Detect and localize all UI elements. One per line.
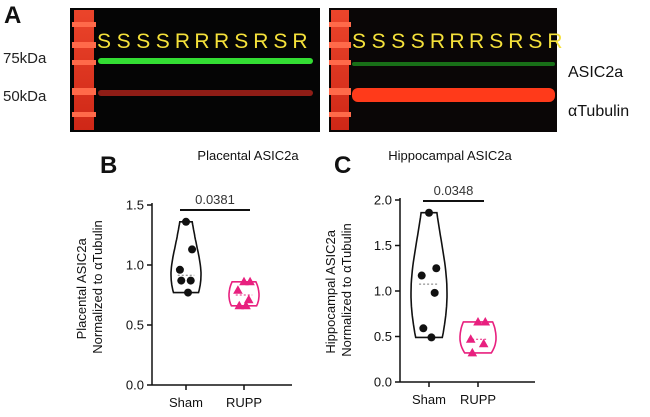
- data-point: [233, 285, 243, 294]
- data-point: [427, 333, 436, 342]
- y-tick-label: 0.5: [126, 318, 144, 333]
- lane-label: S: [352, 30, 366, 53]
- data-point: [419, 324, 428, 333]
- y-axis-label-line-1: Placental ASIC2a: [74, 237, 89, 339]
- ladder-right: [329, 10, 351, 130]
- violin-outline: [170, 221, 202, 294]
- data-point: [473, 316, 483, 326]
- data-point: [243, 294, 254, 304]
- x-tick-label: RUPP: [226, 395, 262, 410]
- lane-label: R: [547, 30, 562, 53]
- data-point: [239, 276, 249, 286]
- data-point: [177, 276, 186, 285]
- lane-label: S: [117, 30, 131, 53]
- data-point: [432, 264, 441, 273]
- lane-label: S: [528, 30, 542, 53]
- lane-label: R: [175, 30, 190, 53]
- data-point: [478, 338, 489, 348]
- y-tick-label: 1.0: [374, 284, 392, 299]
- chart-hippocampal: Hippocampal ASIC2a Hippocampal ASIC2a No…: [323, 148, 535, 407]
- data-point: [175, 265, 184, 274]
- data-point: [430, 288, 439, 297]
- violin-outline: [228, 281, 260, 307]
- y-tick-label: 1.0: [126, 258, 144, 273]
- blot-right-background: [329, 8, 557, 132]
- lane-label: S: [273, 30, 287, 53]
- data-point: [245, 276, 255, 286]
- y-axis-label-line-1: Hippocampal ASIC2a: [323, 229, 338, 353]
- lane-label: R: [430, 30, 445, 53]
- lane-label: S: [411, 30, 425, 53]
- y-tick-label: 0.5: [374, 329, 392, 344]
- band-label-asic2a: ASIC2a: [568, 64, 624, 81]
- data-point: [241, 300, 251, 310]
- lane-label: S: [372, 30, 386, 53]
- chart-title: Placental ASIC2a: [197, 148, 299, 163]
- y-axis-label-line-2: Normalized to αTubulin: [339, 223, 354, 356]
- data-point: [184, 288, 193, 297]
- data-point: [234, 300, 245, 310]
- y-tick-label: 0.0: [374, 375, 392, 390]
- x-tick-label: Sham: [412, 392, 446, 407]
- ladder-left: [72, 10, 96, 130]
- mw-marker-75: 75kDa: [3, 50, 47, 67]
- lane-label: S: [489, 30, 503, 53]
- lane-label: R: [469, 30, 484, 53]
- y-tick-label: 0.0: [126, 378, 144, 393]
- tubulin-band-left: [98, 90, 313, 96]
- y-axis-label: Hippocampal ASIC2a Normalized to αTubuli…: [323, 223, 354, 356]
- lane-label: R: [449, 30, 464, 53]
- x-tick-label: Sham: [169, 395, 203, 410]
- lane-label: R: [253, 30, 268, 53]
- p-value-label: 0.0381: [195, 192, 235, 207]
- asic2a-band-left: [98, 58, 313, 64]
- data-point: [188, 245, 197, 254]
- lane-label: R: [508, 30, 523, 53]
- asic2a-band-right: [352, 62, 555, 66]
- blot-left-background: [70, 8, 320, 132]
- lane-label: R: [194, 30, 209, 53]
- tubulin-band-right: [352, 88, 555, 102]
- y-tick-label: 1.5: [374, 238, 392, 253]
- panel-letter-a: A: [4, 2, 22, 29]
- band-label-tubulin: αTubulin: [568, 103, 630, 120]
- lane-label: S: [156, 30, 170, 53]
- y-axis-label-line-2: Normalized to αTubulin: [90, 220, 105, 353]
- chart-title: Hippocampal ASIC2a: [388, 148, 512, 163]
- lane-label: S: [136, 30, 150, 53]
- data-point: [417, 271, 426, 280]
- violin-outline: [410, 211, 448, 339]
- violin-outline: [459, 321, 497, 354]
- y-tick-label: 2.0: [374, 193, 392, 208]
- x-tick-label: RUPP: [460, 392, 496, 407]
- lane-label: R: [214, 30, 229, 53]
- lane-label: S: [97, 30, 111, 53]
- mw-marker-50: 50kDa: [3, 88, 47, 105]
- data-point: [186, 276, 195, 285]
- data-point: [182, 217, 190, 226]
- lane-label: S: [234, 30, 248, 53]
- panel-letter-c: C: [334, 152, 352, 179]
- data-point: [465, 334, 476, 343]
- chart-placental: Placental ASIC2a Placental ASIC2a Normal…: [74, 148, 299, 410]
- data-point: [480, 316, 491, 326]
- lane-label: S: [391, 30, 405, 53]
- y-tick-label: 1.5: [126, 198, 144, 213]
- data-point: [467, 347, 478, 357]
- panel-letter-b: B: [100, 152, 118, 179]
- p-value-label: 0.0348: [434, 183, 474, 198]
- data-point: [425, 208, 433, 217]
- lane-label: R: [292, 30, 307, 53]
- y-axis-label: Placental ASIC2a Normalized to αTubulin: [74, 220, 105, 353]
